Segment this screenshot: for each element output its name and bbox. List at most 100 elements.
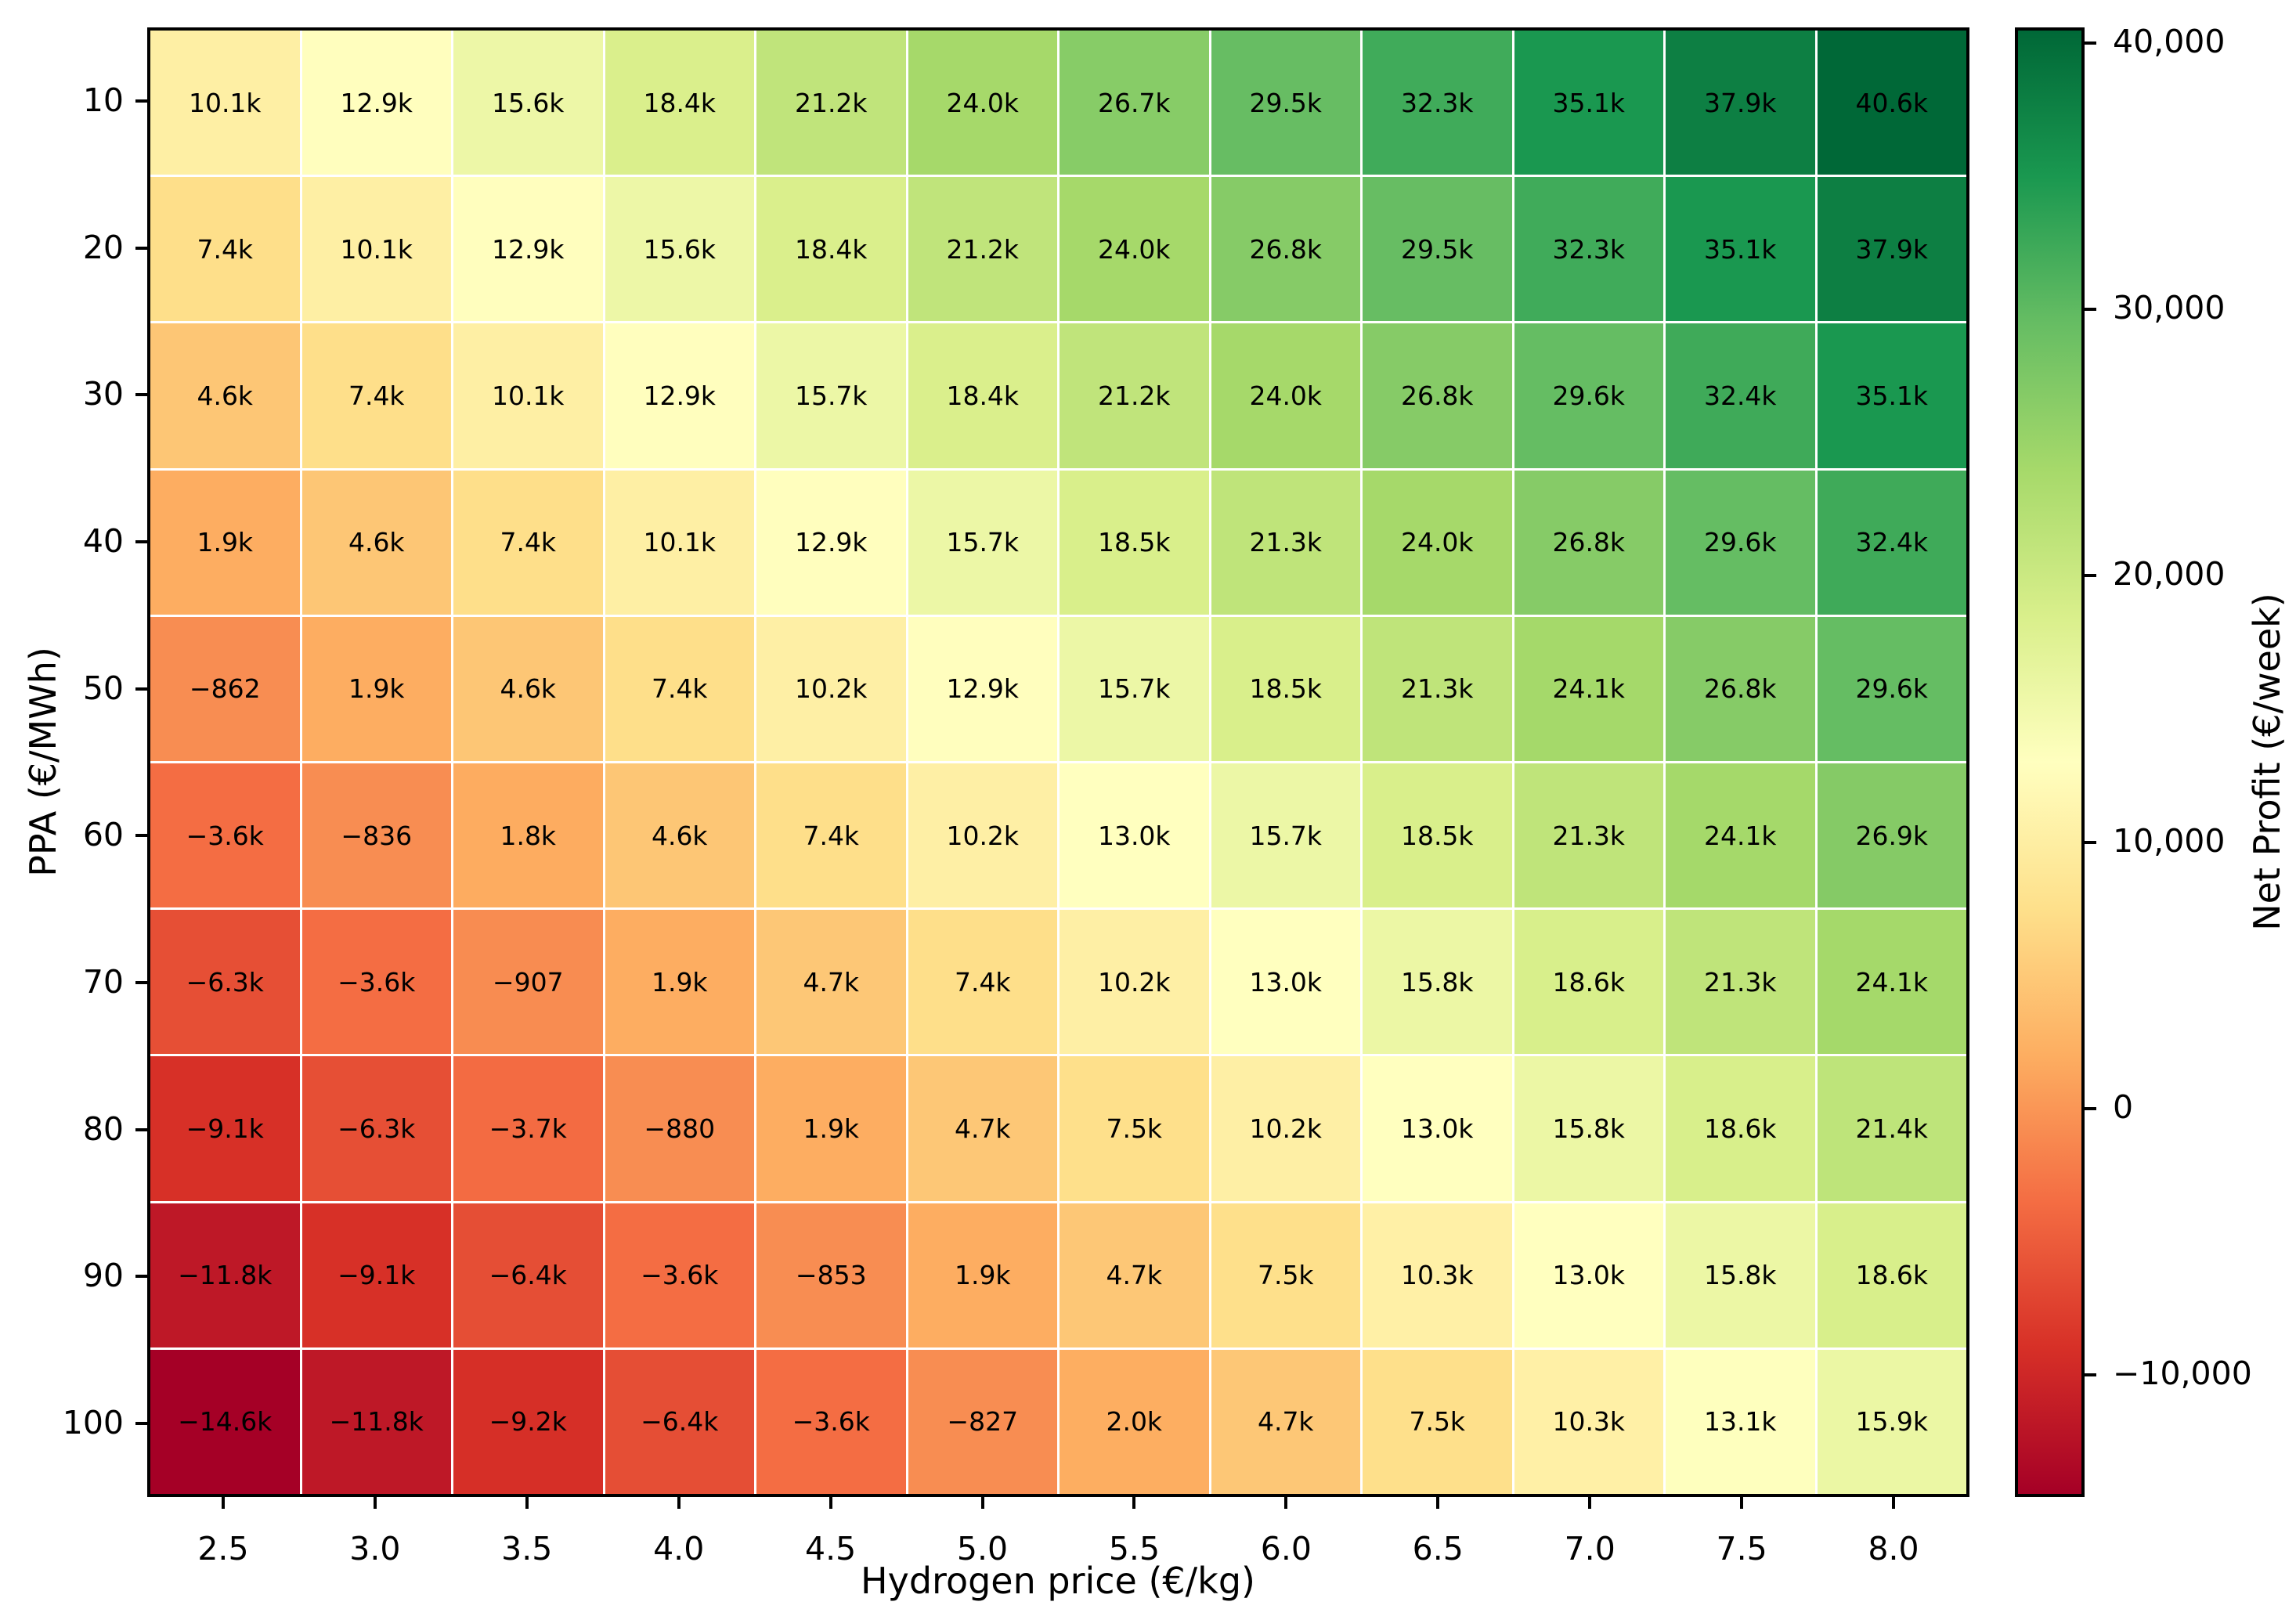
- heatmap-cell: 7.4k: [150, 177, 300, 322]
- heatmap-cell: 26.8k: [1211, 177, 1360, 322]
- x-tick-label: 8.0: [1868, 1530, 1919, 1568]
- y-tick-mark: [135, 539, 147, 543]
- colorbar-tick-mark: [2085, 1106, 2096, 1110]
- cell-value-label: 24.0k: [946, 87, 1020, 118]
- cell-value-label: −3.6k: [641, 1260, 719, 1291]
- heatmap-cell: −3.6k: [605, 1203, 754, 1347]
- heatmap-cell: 18.6k: [1514, 910, 1663, 1055]
- cell-value-label: 4.6k: [651, 820, 708, 851]
- cell-value-label: 13.0k: [1097, 820, 1171, 851]
- heatmap-cell: 29.6k: [1817, 616, 1966, 761]
- heatmap-cell: 2.0k: [1060, 1349, 1209, 1494]
- heatmap-cell: 26.8k: [1514, 470, 1663, 615]
- y-tick-label: 40: [82, 521, 124, 560]
- cell-value-label: 10.3k: [1400, 1260, 1474, 1291]
- heatmap-cell: 7.5k: [1363, 1349, 1512, 1494]
- heatmap-cell: 13.0k: [1211, 910, 1360, 1055]
- heatmap-cell: 7.5k: [1211, 1203, 1360, 1347]
- cell-value-label: 10.2k: [794, 673, 868, 705]
- heatmap-cell: 7.4k: [301, 323, 451, 468]
- heatmap-cell: 12.9k: [453, 177, 603, 322]
- cell-value-label: 10.2k: [946, 820, 1020, 851]
- cell-value-label: 4.7k: [954, 1113, 1011, 1144]
- cell-value-label: 4.7k: [803, 966, 860, 998]
- cell-value-label: 15.9k: [1855, 1406, 1929, 1438]
- cell-value-label: 29.6k: [1855, 673, 1929, 705]
- heatmap-cell: 10.1k: [301, 177, 451, 322]
- heatmap-cell: 21.4k: [1817, 1056, 1966, 1201]
- cell-value-label: 15.7k: [1249, 820, 1323, 851]
- heatmap-cell: 15.6k: [453, 31, 603, 175]
- cell-value-label: 15.6k: [491, 87, 565, 118]
- heatmap-cell: 24.0k: [1211, 323, 1360, 468]
- heatmap-cell: 10.3k: [1363, 1203, 1512, 1347]
- heatmap-cell: 1.8k: [453, 763, 603, 908]
- y-tick-label: 100: [62, 1404, 124, 1442]
- heatmap-cell: 15.9k: [1817, 1349, 1966, 1494]
- heatmap-cell: 26.9k: [1817, 763, 1966, 908]
- cell-value-label: 4.6k: [197, 380, 254, 411]
- heatmap-cell: 26.7k: [1060, 31, 1209, 175]
- heatmap-cell: 13.0k: [1060, 763, 1209, 908]
- cell-value-label: 1.8k: [500, 820, 557, 851]
- heatmap-cell: −880: [605, 1056, 754, 1201]
- x-tick-mark: [373, 1497, 377, 1509]
- heatmap-cell: −6.3k: [150, 910, 300, 1055]
- cell-value-label: −862: [189, 673, 261, 705]
- cell-value-label: 21.2k: [1097, 380, 1171, 411]
- cell-value-label: 29.5k: [1400, 233, 1474, 265]
- heatmap-cell: 4.6k: [605, 763, 754, 908]
- cell-value-label: 7.4k: [803, 820, 860, 851]
- cell-value-label: 21.3k: [1703, 966, 1777, 998]
- cell-value-label: −9.1k: [338, 1260, 416, 1291]
- y-tick-label: 60: [82, 816, 124, 854]
- y-tick-mark: [135, 1275, 147, 1279]
- heatmap-cell: −6.4k: [605, 1349, 754, 1494]
- cell-value-label: 24.1k: [1855, 966, 1929, 998]
- heatmap-cell: 18.6k: [1817, 1203, 1966, 1347]
- x-tick-label: 7.5: [1716, 1530, 1767, 1568]
- x-tick-label: 2.5: [197, 1530, 249, 1568]
- y-tick-label: 80: [82, 1109, 124, 1148]
- cell-value-label: 10.3k: [1552, 1406, 1626, 1438]
- y-tick-mark: [135, 687, 147, 691]
- cell-value-label: 10.1k: [340, 233, 413, 265]
- x-tick-mark: [525, 1497, 529, 1509]
- heatmap-cell: 10.2k: [908, 763, 1057, 908]
- x-tick-mark: [1588, 1497, 1592, 1509]
- cell-value-label: 37.9k: [1855, 233, 1929, 265]
- colorbar-tick-label: 10,000: [2113, 821, 2226, 860]
- colorbar-tick-label: 20,000: [2113, 555, 2226, 593]
- cell-value-label: −11.8k: [178, 1260, 273, 1291]
- y-tick-mark: [135, 1127, 147, 1131]
- plot-area: 10.1k 12.9k 15.6k 18.4k 21.2k 24.0k 26.7k 29.5k…: [147, 27, 1969, 1497]
- cell-value-label: 32.3k: [1400, 87, 1474, 118]
- heatmap-cell: −853: [756, 1203, 906, 1347]
- heatmap-cell: −9.1k: [301, 1203, 451, 1347]
- heatmap-cell: 29.6k: [1666, 470, 1815, 615]
- heatmap-cell: 21.3k: [1514, 763, 1663, 908]
- cell-value-label: 18.6k: [1552, 966, 1626, 998]
- x-tick-label: 3.0: [349, 1530, 401, 1568]
- cell-value-label: 1.9k: [803, 1113, 860, 1144]
- cell-value-label: 15.8k: [1703, 1260, 1777, 1291]
- heatmap-cell: 21.3k: [1211, 470, 1360, 615]
- heatmap-cell: 13.0k: [1514, 1203, 1663, 1347]
- heatmap-cell: 7.4k: [908, 910, 1057, 1055]
- cell-value-label: 1.9k: [348, 673, 405, 705]
- x-tick-mark: [980, 1497, 984, 1509]
- colorbar-tick-mark: [2085, 41, 2096, 45]
- y-tick-mark: [135, 393, 147, 397]
- heatmap-cell: −6.4k: [453, 1203, 603, 1347]
- cell-value-label: 12.9k: [491, 233, 565, 265]
- heatmap-cell: 1.9k: [908, 1203, 1057, 1347]
- cell-value-label: −836: [341, 820, 413, 851]
- heatmap-cell: 15.8k: [1666, 1203, 1815, 1347]
- cell-value-label: 18.4k: [946, 380, 1020, 411]
- heatmap-cell: 4.6k: [301, 470, 451, 615]
- cell-value-label: 21.3k: [1249, 527, 1323, 558]
- heatmap-cell: 24.1k: [1514, 616, 1663, 761]
- y-tick-label: 10: [82, 81, 124, 119]
- cell-value-label: −880: [644, 1113, 716, 1144]
- cell-value-label: 15.7k: [946, 527, 1020, 558]
